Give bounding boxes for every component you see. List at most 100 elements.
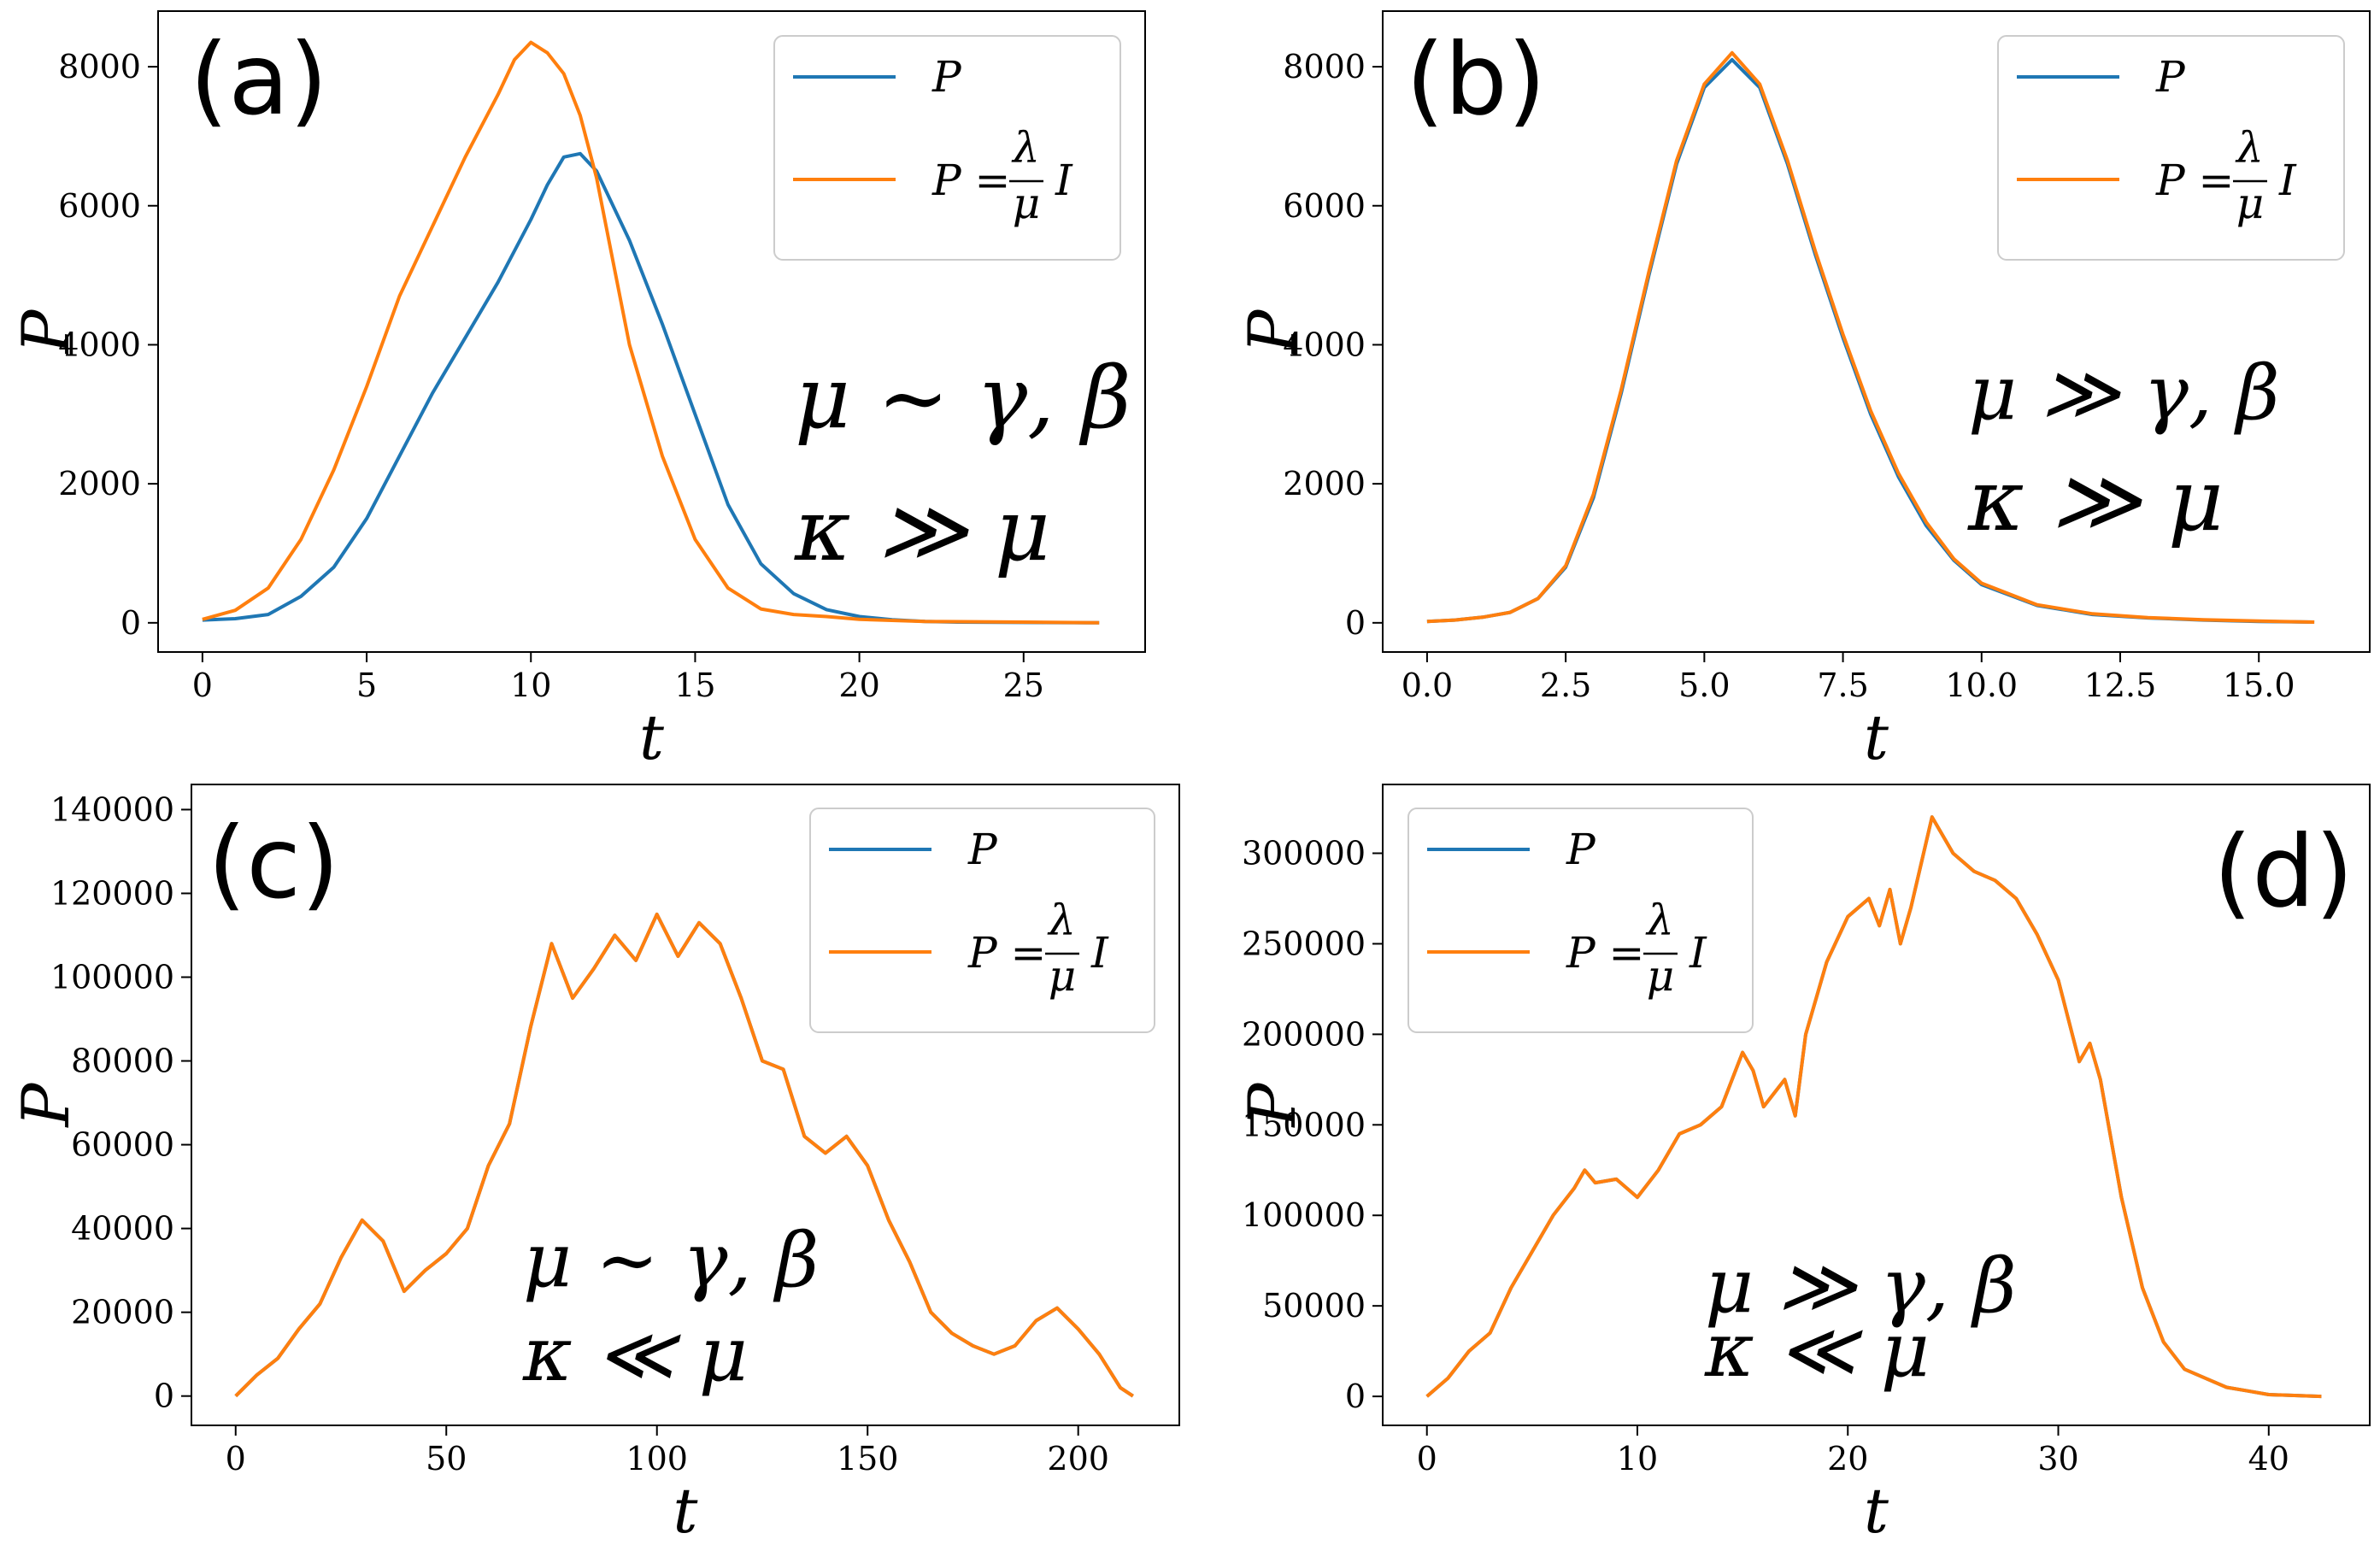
y-tick-label: 50000	[1262, 1287, 1366, 1325]
y-tick-label: 20000	[71, 1294, 174, 1331]
y-tick-label: 2000	[58, 465, 141, 502]
regime-annotation: κ ≫ μ	[1967, 450, 2224, 550]
regime-annotation: μ ∼ γ, β	[523, 1216, 819, 1304]
y-tick-label: 4000	[58, 326, 141, 363]
panel-label: (b)	[1406, 22, 1546, 138]
series-line-P-approx	[1425, 815, 2322, 1399]
legend-box	[809, 808, 1155, 1033]
x-tick-label: 50	[426, 1440, 467, 1477]
y-tick-label: 2000	[1283, 465, 1366, 502]
x-tick-label: 0.0	[1402, 667, 1453, 704]
legend-variable-I: I	[2278, 156, 2297, 205]
y-tick-label: 40000	[71, 1210, 174, 1248]
x-tick-label: 15.0	[2223, 667, 2295, 704]
y-tick-label: 6000	[1283, 187, 1366, 225]
y-tick-label: 140000	[50, 790, 174, 828]
x-tick-label: 15	[674, 667, 715, 704]
regime-annotation: κ ≫ μ	[794, 480, 1050, 580]
legend: P P = λμ I	[1997, 35, 2345, 261]
x-tick-label: 150	[837, 1440, 899, 1477]
series-line-P-approx	[202, 40, 1100, 625]
legend-label-P: P	[2155, 52, 2186, 102]
y-tick-label: 8000	[58, 48, 141, 85]
x-tick-label: 0	[226, 1440, 246, 1477]
x-tick-label: 12.5	[2084, 667, 2157, 704]
panel-label: (a)	[190, 22, 328, 138]
legend-label-P-approx: P =	[931, 156, 1010, 205]
y-tick-label: 60000	[71, 1126, 174, 1164]
y-tick-label: 100000	[50, 958, 174, 996]
y-axis-label: P	[1234, 1082, 1310, 1129]
legend-fraction-denominator: μ	[1049, 951, 1077, 1001]
legend-label-P-approx: P =	[1566, 928, 1644, 978]
chart-panel-2: 0.0 2.5 5.0 7.5 10.0 12.5 15.0 0 2000 4000 6000 800…	[1234, 10, 2371, 773]
legend-box	[773, 35, 1121, 261]
x-tick-label: 0	[192, 667, 213, 704]
legend-variable-I: I	[1689, 928, 1707, 978]
y-tick-label: 150000	[1242, 1106, 1366, 1143]
x-tick-label: 10	[510, 667, 551, 704]
legend-box	[1407, 808, 1754, 1033]
legend-fraction-numerator: λ	[1645, 896, 1674, 945]
legend-variable-I: I	[1055, 156, 1073, 205]
regime-annotation: κ ≪ μ	[1704, 1306, 1930, 1394]
x-tick-label: 5	[356, 667, 377, 704]
x-tick-label: 200	[1047, 1440, 1109, 1477]
y-tick-label: 0	[120, 604, 141, 642]
legend-fraction-denominator: μ	[1647, 951, 1675, 1001]
y-tick-label: 4000	[1283, 326, 1366, 363]
y-tick-label: 120000	[50, 874, 174, 912]
x-tick-label: 10.0	[1945, 667, 2018, 704]
legend-fraction-numerator: λ	[2235, 123, 2264, 173]
axes-frame	[1382, 10, 2371, 653]
x-tick-label: 10	[1617, 1440, 1658, 1477]
x-tick-label: 25	[1003, 667, 1044, 704]
x-tick-label: 2.5	[1540, 667, 1591, 704]
series-line-P-approx	[1426, 50, 2315, 624]
regime-annotation: μ ≫ γ, β	[1968, 349, 2280, 437]
legend-label-P-approx: P =	[2155, 156, 2234, 205]
y-tick-label: 0	[1345, 604, 1366, 642]
regime-annotation: κ ≪ μ	[522, 1310, 748, 1398]
x-tick-label: 100	[626, 1440, 688, 1477]
y-tick-label: 6000	[58, 187, 141, 225]
y-tick-label: 100000	[1242, 1196, 1366, 1234]
y-tick-label: 0	[1345, 1378, 1366, 1415]
x-tick-label: 0	[1417, 1440, 1437, 1477]
regime-annotation: μ ≫ γ, β	[1705, 1242, 2017, 1330]
x-tick-label: 40	[2248, 1440, 2289, 1477]
x-axis-label: t	[639, 702, 665, 773]
x-axis-label: t	[1864, 1475, 1889, 1545]
series-line-P	[202, 151, 1100, 625]
legend-label-P: P	[967, 825, 998, 874]
legend-fraction-denominator: μ	[1013, 179, 1041, 228]
y-tick-label: 300000	[1242, 835, 1366, 872]
legend: P P = λμ I	[1407, 808, 1754, 1033]
y-axis-label: P	[1234, 308, 1310, 355]
legend: P P = λμ I	[809, 808, 1155, 1033]
x-tick-label: 20	[838, 667, 879, 704]
legend-box	[1997, 35, 2345, 261]
legend-label-P: P	[931, 52, 962, 102]
axes-frame	[157, 10, 1146, 653]
legend-fraction-numerator: λ	[1011, 123, 1040, 173]
legend: P P = λμ I	[773, 35, 1121, 261]
regime-annotation: μ ∼ γ, β	[795, 348, 1131, 448]
x-axis-label: t	[673, 1475, 699, 1545]
x-tick-label: 5.0	[1678, 667, 1730, 704]
chart-panel-1: 0 5 10 15 20 25 0 2000 4000 6000 8000 t P (a) μ ∼ γ, β…	[8, 10, 1146, 773]
y-tick-label: 80000	[71, 1043, 174, 1080]
x-axis-label: t	[1864, 702, 1889, 773]
axes-frame	[1382, 784, 2371, 1426]
legend-label-P-approx: P =	[967, 928, 1046, 978]
x-tick-label: 30	[2037, 1440, 2078, 1477]
y-tick-label: 8000	[1283, 48, 1366, 85]
legend-label-P: P	[1566, 825, 1596, 874]
panel-label: (c)	[208, 806, 339, 921]
x-tick-label: 20	[1827, 1440, 1868, 1477]
x-tick-label: 7.5	[1817, 667, 1868, 704]
legend-fraction-denominator: μ	[2236, 179, 2265, 228]
chart-panel-3: 0 50 100 150 200 0 20000 40000 60000 80000 100000 1…	[8, 784, 1180, 1545]
axes-frame	[191, 784, 1180, 1426]
